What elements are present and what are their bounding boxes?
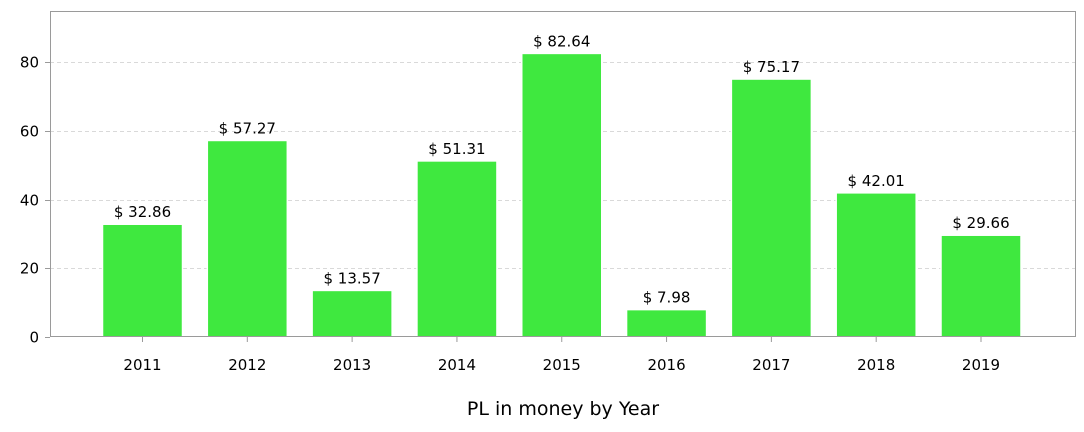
bar-2015 [521,52,603,338]
bar-2017 [730,78,813,338]
bar-2014 [416,160,498,338]
bar-2019 [940,234,1022,338]
y-tick-label: 60 [20,123,39,141]
x-tick-label-2016: 2016 [647,356,685,374]
x-axis-title: PL in money by Year [467,398,659,420]
bar-value-label-2015: $ 82.64 [533,32,590,50]
bar-value-label-2013: $ 13.57 [323,269,380,287]
y-tick-label: 20 [20,260,39,278]
bar-value-label-2012: $ 57.27 [219,119,276,137]
x-tick-label-2019: 2019 [962,356,1000,374]
plot-frame [50,11,1076,337]
bar-2013 [311,289,393,338]
bar-value-label-2019: $ 29.66 [952,214,1009,232]
bar-value-label-2018: $ 42.01 [848,172,905,190]
y-axis-ticks: 0 20 40 60 80 [20,54,50,347]
x-tick-label-2018: 2018 [857,356,895,374]
x-tick-label-2015: 2015 [543,356,581,374]
y-tick-label: 0 [29,329,39,347]
bar-value-label-2016: $ 7.98 [643,289,691,307]
x-tick-label-2011: 2011 [123,356,161,374]
bar-value-label-2011: $ 32.86 [114,203,171,221]
bar-value-labels: $ 32.86 $ 57.27 $ 13.57 $ 51.31 $ 82.64 $ 7.9… [114,32,1010,306]
bar-2011 [101,223,184,338]
x-axis-ticks: 2011 2012 2013 2014 2015 2016 2017 2018 2019 [123,337,1000,374]
bars [101,52,1022,338]
bar-value-label-2014: $ 51.31 [428,140,485,158]
bar-value-label-2017: $ 75.17 [743,58,800,76]
bar-2018 [835,192,917,338]
x-tick-label-2014: 2014 [438,356,476,374]
x-tick-label-2012: 2012 [228,356,266,374]
x-tick-label-2017: 2017 [752,356,790,374]
bar-2016 [625,308,708,338]
y-tick-label: 40 [20,192,39,210]
bar-2012 [206,139,289,338]
y-tick-label: 80 [20,54,39,72]
x-tick-label-2013: 2013 [333,356,371,374]
